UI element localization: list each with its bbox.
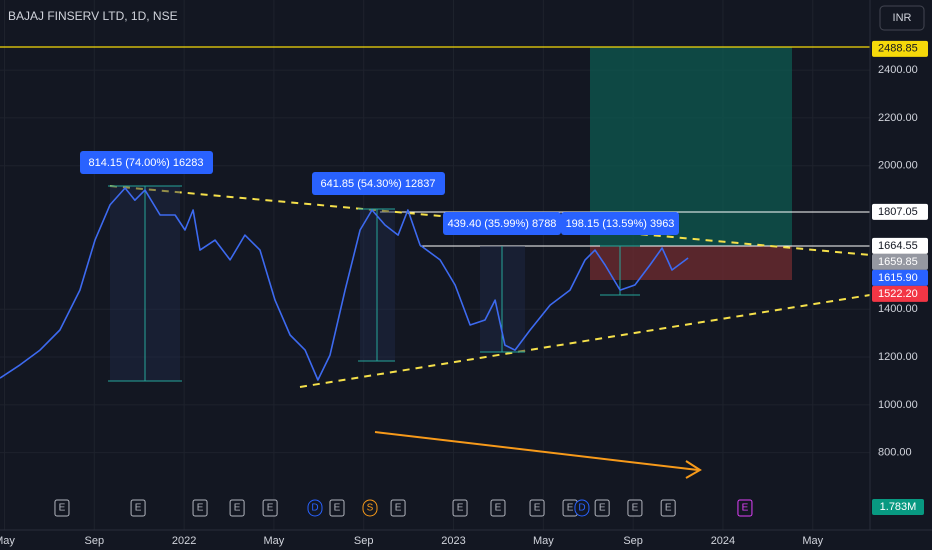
event-label: E xyxy=(599,503,606,514)
currency[interactable]: INR xyxy=(893,12,912,24)
event-marker xyxy=(529,499,545,517)
measurement-labels: 814.15 (74.00%) 16283 641.85 (54.30%) 12… xyxy=(80,151,679,235)
y-tick-label: 800.00 xyxy=(878,447,912,459)
label-box xyxy=(561,212,679,235)
event-marker xyxy=(362,499,378,517)
x-tick-label: May xyxy=(802,535,823,547)
price-line xyxy=(0,187,689,381)
label-box xyxy=(443,212,561,235)
event-label: E xyxy=(534,503,541,514)
x-tick-label: May xyxy=(0,535,15,547)
event-marker xyxy=(660,499,676,517)
arrow xyxy=(374,431,699,471)
event-marker xyxy=(329,499,345,517)
x-tick-label: 2023 xyxy=(441,535,465,547)
volume-label-box xyxy=(872,499,924,515)
price-label: 1659.85 xyxy=(878,256,918,268)
event-label: E xyxy=(632,503,639,514)
event-label: E xyxy=(234,503,241,514)
price-label-box xyxy=(872,237,928,254)
y-tick-label: 2200.00 xyxy=(878,112,918,124)
event-label: E xyxy=(395,503,402,514)
event-marker xyxy=(737,499,753,517)
y-tick-label: 1200.00 xyxy=(878,351,918,363)
x-tick-label: Sep xyxy=(354,535,374,547)
currency-button[interactable] xyxy=(879,5,925,31)
x-tick-label: May xyxy=(533,535,554,547)
event-marker xyxy=(229,499,245,517)
event-label: E xyxy=(197,503,204,514)
arrow-head xyxy=(685,460,702,479)
price-label: 1664.55 xyxy=(878,240,918,252)
event-marker xyxy=(130,499,146,517)
price-label-box xyxy=(872,40,928,57)
event-label: E xyxy=(135,503,142,514)
chart-title: BAJAJ FINSERV LTD, 1D, NSE xyxy=(8,9,178,23)
price-label-box xyxy=(872,285,928,302)
measurement-label: 198.15 (13.59%) 3963 xyxy=(566,218,675,230)
loss-zone xyxy=(590,246,792,280)
price-label: 1522.20 xyxy=(878,288,918,300)
price-label-box xyxy=(872,253,928,270)
event-label: E xyxy=(334,503,341,514)
event-marker xyxy=(490,499,506,517)
event-marker xyxy=(54,499,70,517)
measurement-label: 439.40 (35.99%) 8788 xyxy=(448,218,557,230)
label-box xyxy=(312,172,445,195)
price-label-box xyxy=(872,203,928,220)
event-marker xyxy=(627,499,643,517)
event-label: E xyxy=(59,503,66,514)
event-label: S xyxy=(367,503,374,514)
x-tick-label: 2024 xyxy=(711,535,735,547)
x-tick-label: Sep xyxy=(85,535,105,547)
event-marker xyxy=(307,499,323,517)
label-box xyxy=(80,151,213,174)
x-tick-label: Sep xyxy=(623,535,643,547)
volume-label: 1.783M xyxy=(880,501,917,513)
event-marker xyxy=(452,499,468,517)
x-tick-label: 2022 xyxy=(172,535,196,547)
price-label: 1807.05 xyxy=(878,206,918,218)
y-tick-label: 2000.00 xyxy=(878,160,918,172)
trendline xyxy=(299,294,871,388)
y-tick-label: 2400.00 xyxy=(878,64,918,76)
event-label: D xyxy=(578,503,585,514)
measurement-label: 641.85 (54.30%) 12837 xyxy=(321,178,436,190)
y-tick-label: 1400.00 xyxy=(878,303,918,315)
price-label: 1615.90 xyxy=(878,272,918,284)
event-label: E xyxy=(457,503,464,514)
x-tick-label: May xyxy=(264,535,285,547)
event-marker xyxy=(262,499,278,517)
price-label: 2488.85 xyxy=(878,43,918,55)
event-label: E xyxy=(495,503,502,514)
event-marker xyxy=(594,499,610,517)
event-label: E xyxy=(267,503,274,514)
event-marker xyxy=(574,499,590,517)
event-marker xyxy=(192,499,208,517)
measure-lines xyxy=(108,185,640,382)
y-tick-label: 1000.00 xyxy=(878,399,918,411)
measurement-label: 814.15 (74.00%) 16283 xyxy=(89,157,204,169)
event-label: E xyxy=(567,503,574,514)
event-marker xyxy=(390,499,406,517)
event-label: E xyxy=(742,503,749,514)
event-label: E xyxy=(665,503,672,514)
price-label-box xyxy=(872,269,928,286)
event-label: D xyxy=(311,503,318,514)
